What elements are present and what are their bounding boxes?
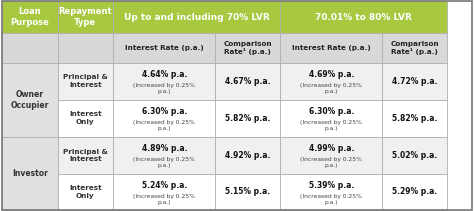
Bar xyxy=(113,1,280,33)
Bar xyxy=(58,33,113,62)
Text: (Increased by 0.25%
p.a.): (Increased by 0.25% p.a.) xyxy=(133,194,195,204)
Text: Owner
Occupier: Owner Occupier xyxy=(11,90,49,110)
Text: Interest Rate (p.a.): Interest Rate (p.a.) xyxy=(292,45,371,51)
Bar xyxy=(383,100,447,137)
Bar xyxy=(383,174,447,210)
Text: (Increased by 0.25%
p.a.): (Increased by 0.25% p.a.) xyxy=(133,157,195,168)
Text: Principal &
Interest: Principal & Interest xyxy=(63,149,108,162)
Bar xyxy=(58,137,113,174)
Text: 70.01% to 80% LVR: 70.01% to 80% LVR xyxy=(315,13,412,22)
Bar xyxy=(215,137,280,174)
Text: 5.24% p.a.: 5.24% p.a. xyxy=(142,181,187,190)
Text: (Increased by 0.25%
p.a.): (Increased by 0.25% p.a.) xyxy=(301,194,362,204)
Bar xyxy=(280,174,383,210)
Text: 4.67% p.a.: 4.67% p.a. xyxy=(225,77,271,86)
Text: Comparison
Rate¹ (p.a.): Comparison Rate¹ (p.a.) xyxy=(223,41,272,55)
Text: 4.99% p.a.: 4.99% p.a. xyxy=(309,144,354,153)
Text: (Increased by 0.25%
p.a.): (Increased by 0.25% p.a.) xyxy=(301,157,362,168)
Text: Repayment
Type: Repayment Type xyxy=(59,7,112,27)
Bar xyxy=(383,62,447,100)
Text: (Increased by 0.25%
p.a.): (Increased by 0.25% p.a.) xyxy=(133,83,195,94)
Bar xyxy=(113,62,215,100)
Text: Interest Rate (p.a.): Interest Rate (p.a.) xyxy=(125,45,204,51)
Bar xyxy=(58,174,113,210)
Bar xyxy=(58,1,113,33)
Bar xyxy=(58,62,113,100)
Bar xyxy=(2,137,58,210)
Text: 6.30% p.a.: 6.30% p.a. xyxy=(142,107,187,116)
Text: (Increased by 0.25%
p.a.): (Increased by 0.25% p.a.) xyxy=(301,120,362,131)
Bar xyxy=(113,137,215,174)
Text: Investor: Investor xyxy=(12,169,48,178)
Text: 5.82% p.a.: 5.82% p.a. xyxy=(392,114,438,123)
Bar xyxy=(215,33,280,62)
Bar xyxy=(280,33,383,62)
Bar xyxy=(2,1,58,33)
Text: 4.92% p.a.: 4.92% p.a. xyxy=(225,151,271,160)
Text: 5.15% p.a.: 5.15% p.a. xyxy=(225,187,270,196)
Bar xyxy=(280,62,383,100)
Bar xyxy=(215,174,280,210)
Text: Comparison
Rate¹ (p.a.): Comparison Rate¹ (p.a.) xyxy=(391,41,439,55)
Bar xyxy=(113,33,215,62)
Text: 4.69% p.a.: 4.69% p.a. xyxy=(309,70,354,79)
Text: 5.39% p.a.: 5.39% p.a. xyxy=(309,181,354,190)
Text: 4.64% p.a.: 4.64% p.a. xyxy=(142,70,187,79)
Text: 5.29% p.a.: 5.29% p.a. xyxy=(392,187,438,196)
Bar xyxy=(113,174,215,210)
Text: Up to and including 70% LVR: Up to and including 70% LVR xyxy=(124,13,270,22)
Text: 6.30% p.a.: 6.30% p.a. xyxy=(309,107,354,116)
Bar xyxy=(280,137,383,174)
Text: 4.89% p.a.: 4.89% p.a. xyxy=(142,144,187,153)
Text: 5.82% p.a.: 5.82% p.a. xyxy=(225,114,271,123)
Text: Loan
Purpose: Loan Purpose xyxy=(11,7,49,27)
Bar xyxy=(280,1,447,33)
Bar xyxy=(58,100,113,137)
Text: (Increased by 0.25%
p.a.): (Increased by 0.25% p.a.) xyxy=(301,83,362,94)
Bar xyxy=(215,62,280,100)
Bar xyxy=(383,137,447,174)
Bar xyxy=(2,62,58,137)
Text: (Increased by 0.25%
p.a.): (Increased by 0.25% p.a.) xyxy=(133,120,195,131)
Text: Principal &
Interest: Principal & Interest xyxy=(63,74,108,88)
Bar xyxy=(215,100,280,137)
Bar xyxy=(280,100,383,137)
Bar xyxy=(113,100,215,137)
Text: 5.02% p.a.: 5.02% p.a. xyxy=(392,151,438,160)
Text: Interest
Only: Interest Only xyxy=(69,185,102,199)
Text: 4.72% p.a.: 4.72% p.a. xyxy=(392,77,438,86)
Bar xyxy=(383,33,447,62)
Text: Interest
Only: Interest Only xyxy=(69,111,102,125)
Bar xyxy=(2,33,58,62)
